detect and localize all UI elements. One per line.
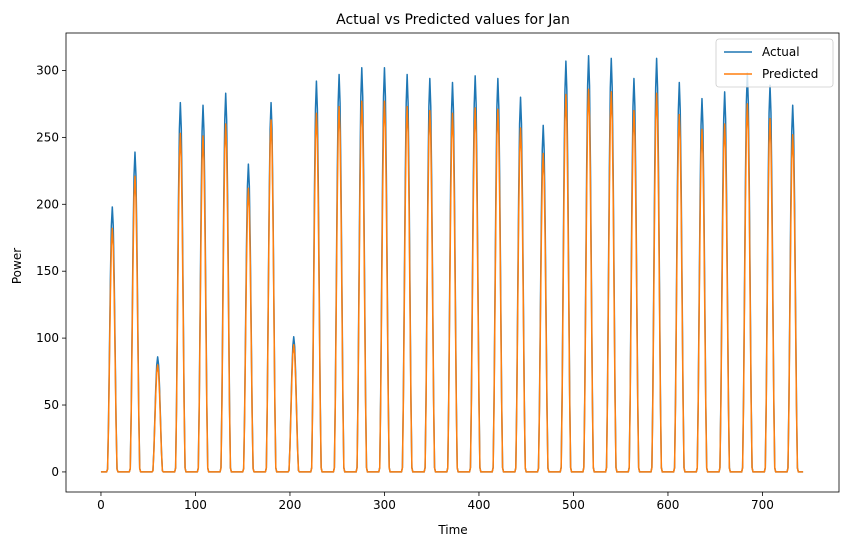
x-axis: 0 100 200 300 400 500 600 700 [97, 492, 774, 512]
legend-label-actual: Actual [762, 45, 800, 59]
y-axis: 0 50 100 150 200 250 300 [36, 63, 66, 479]
lines-group [100, 55, 804, 473]
plot-area [65, 32, 840, 493]
y-tick-label: 100 [36, 331, 59, 345]
axes-frame [65, 32, 840, 493]
legend-label-predicted: Predicted [762, 67, 818, 81]
x-tick-label: 500 [562, 498, 585, 512]
y-tick-label: 250 [36, 130, 59, 144]
x-tick-label: 100 [184, 498, 207, 512]
x-axis-label: Time [437, 523, 467, 537]
y-tick-label: 300 [36, 63, 59, 77]
x-tick-label: 0 [97, 498, 105, 512]
y-tick-label: 50 [44, 398, 59, 412]
x-tick-label: 400 [468, 498, 491, 512]
y-tick-label: 0 [51, 465, 59, 479]
x-tick-label: 600 [657, 498, 680, 512]
x-tick-label: 300 [373, 498, 396, 512]
y-tick-label: 150 [36, 264, 59, 278]
y-tick-label: 200 [36, 197, 59, 211]
x-tick-label: 700 [751, 498, 774, 512]
x-tick-label: 200 [279, 498, 302, 512]
legend: Actual Predicted [715, 38, 834, 88]
series-line-predicted [100, 88, 804, 473]
legend-box [715, 38, 834, 88]
chart-title: Actual vs Predicted values for Jan [336, 12, 570, 28]
y-axis-label: Power [10, 248, 24, 284]
